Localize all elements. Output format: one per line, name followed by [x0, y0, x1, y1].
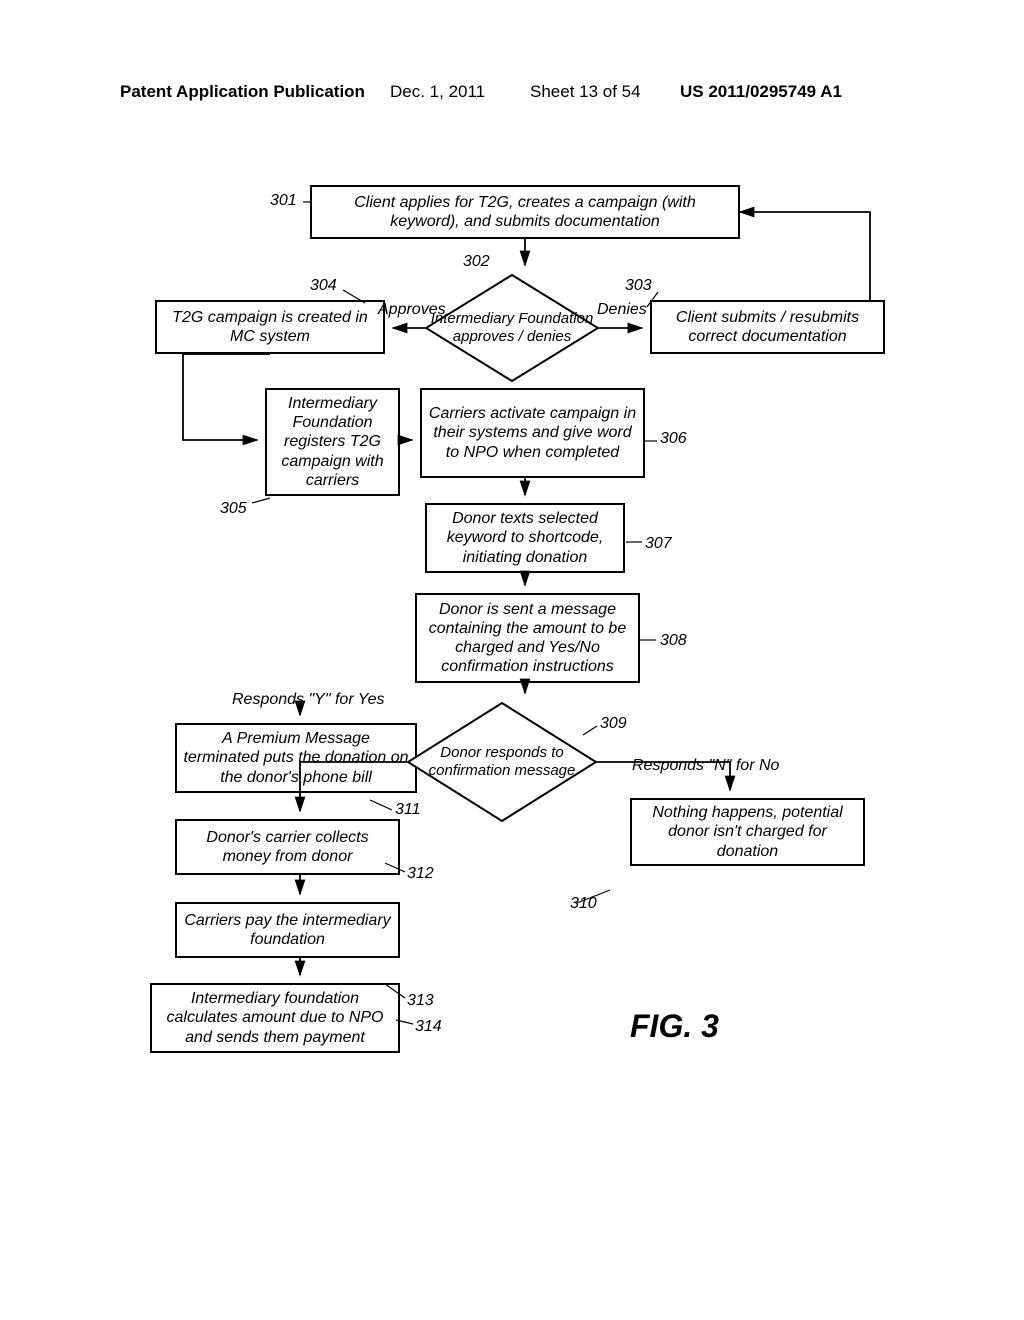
flowchart: Client applies for T2G, creates a campai…	[0, 170, 1024, 1220]
node-310: Nothing happens, potential donor isn't c…	[630, 798, 865, 866]
node-307: Donor texts selected keyword to shortcod…	[425, 503, 625, 573]
node-311: A Premium Message terminated puts the do…	[175, 723, 417, 793]
ref-307: 307	[645, 535, 672, 553]
edge-approves: Approves	[378, 301, 446, 319]
ref-306: 306	[660, 430, 687, 448]
node-314: Intermediary foundation calculates amoun…	[150, 983, 400, 1053]
node-308: Donor is sent a message containing the a…	[415, 593, 640, 683]
header-date: Dec. 1, 2011	[390, 82, 485, 102]
node-304: T2G campaign is created in MC system	[155, 300, 385, 354]
ref-310: 310	[570, 895, 597, 913]
node-312: Donor's carrier collects money from dono…	[175, 819, 400, 875]
node-303: Client submits / resubmits correct docum…	[650, 300, 885, 354]
edge-denies: Denies	[597, 301, 647, 319]
node-305: Intermediary Foundation registers T2G ca…	[265, 388, 400, 496]
decision-309-text: Donor responds to confirmation message	[407, 702, 597, 822]
figure-label: FIG. 3	[630, 1008, 719, 1045]
decision-309: Donor responds to confirmation message	[407, 702, 597, 822]
edge-no: Responds "N" for No	[632, 757, 779, 775]
ref-302: 302	[463, 253, 490, 271]
ref-301: 301	[270, 192, 297, 210]
node-301: Client applies for T2G, creates a campai…	[310, 185, 740, 239]
ref-311: 311	[395, 801, 421, 819]
decision-302-text: Intermediary Foundation approves / denie…	[425, 274, 599, 382]
ref-305: 305	[220, 500, 247, 518]
ref-309: 309	[600, 715, 627, 733]
ref-303: 303	[625, 277, 652, 295]
ref-314: 314	[415, 1018, 442, 1036]
ref-312: 312	[407, 865, 434, 883]
edge-yes: Responds "Y" for Yes	[232, 691, 384, 709]
node-313: Carriers pay the intermediary foundation	[175, 902, 400, 958]
ref-308: 308	[660, 632, 687, 650]
node-306: Carriers activate campaign in their syst…	[420, 388, 645, 478]
decision-302: Intermediary Foundation approves / denie…	[425, 274, 599, 382]
header-pubno: US 2011/0295749 A1	[680, 82, 842, 102]
ref-313: 313	[407, 992, 434, 1010]
header-left: Patent Application Publication	[120, 82, 365, 102]
header-sheet: Sheet 13 of 54	[530, 82, 641, 102]
ref-304: 304	[310, 277, 337, 295]
